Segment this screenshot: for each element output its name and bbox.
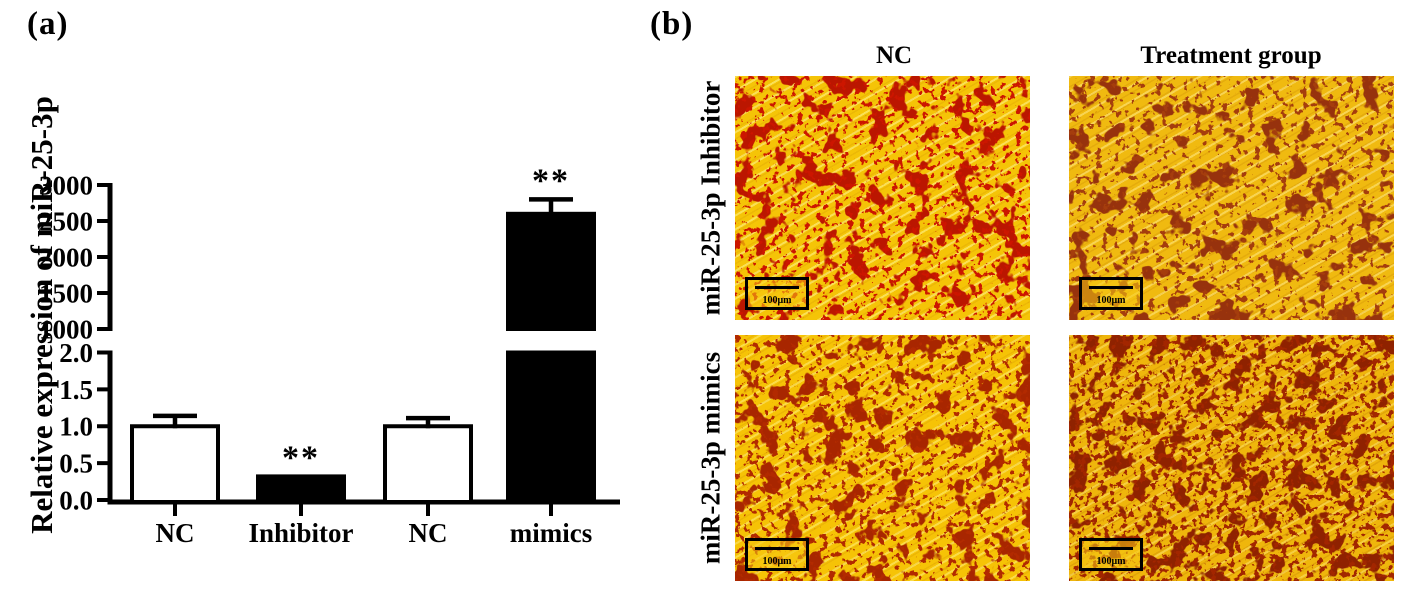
column-header-nc: NC (875, 42, 913, 69)
micrograph-inhibitor-treatment: 100μm (1069, 76, 1394, 320)
scale-bar-label: 100μm (762, 556, 792, 567)
expression-bar-chart: Relative expression of miR-25-3p 0.0 0.5 1.… (24, 96, 620, 548)
scale-bar-line (755, 286, 799, 289)
y-lower-tick-label: 0.0 (59, 485, 93, 515)
scale-bar-label: 100μm (762, 295, 792, 306)
y-upper-tick-label: 1000 (39, 314, 93, 344)
y-lower-tick-label: 2.0 (59, 338, 93, 368)
bar-1 (256, 474, 346, 504)
significance-stars-1: ** (282, 439, 320, 476)
significance-stars-3: ** (532, 162, 570, 199)
scale-bar: 100μm (1079, 277, 1143, 310)
x-tick-label-inhibitor: Inhibitor (248, 518, 353, 548)
bar-2 (383, 424, 473, 504)
micrograph-texture (735, 76, 1030, 320)
x-tick-label-nc: NC (156, 518, 195, 548)
y-lower-tick-label: 0.5 (59, 449, 93, 479)
panel-a-label: (a) (27, 6, 69, 42)
scale-bar: 100μm (745, 538, 809, 571)
scale-bar: 100μm (745, 277, 809, 310)
micrograph-inhibitor-nc: 100μm (735, 76, 1030, 320)
y-axis-title: Relative expression of miR-25-3p (24, 96, 59, 534)
scale-bar-line (1089, 286, 1133, 289)
scale-bar-line (1089, 547, 1133, 550)
scale-bar-label: 100μm (1096, 556, 1126, 567)
micrograph-mimics-treatment: 100μm (1069, 335, 1394, 581)
x-tick-label-mimics: mimics (510, 518, 592, 548)
x-tick-label-nc: NC (409, 518, 448, 548)
scale-bar: 100μm (1079, 538, 1143, 571)
row-label-mimics: miR-25-3p mimics (695, 351, 726, 565)
y-upper-tick-label: 2000 (39, 242, 93, 272)
scale-bar-label: 100μm (1096, 295, 1126, 306)
y-upper-tick-label: 3000 (39, 170, 93, 200)
row-label-inhibitor: miR-25-3p Inhibitor (695, 80, 726, 316)
column-header-treatment-group: Treatment group (1140, 42, 1322, 69)
bar-0 (130, 424, 220, 504)
y-upper-tick-label: 2500 (39, 206, 93, 236)
y-upper-tick-label: 1500 (39, 278, 93, 308)
panel-b-label: (b) (650, 6, 694, 42)
bar-3-lower (506, 350, 596, 504)
y-lower-tick-label: 1.0 (59, 412, 93, 442)
micrograph-mimics-nc: 100μm (735, 335, 1030, 581)
bar-3-upper (506, 211, 596, 331)
scale-bar-line (755, 547, 799, 550)
y-lower-tick-label: 1.5 (59, 375, 93, 405)
